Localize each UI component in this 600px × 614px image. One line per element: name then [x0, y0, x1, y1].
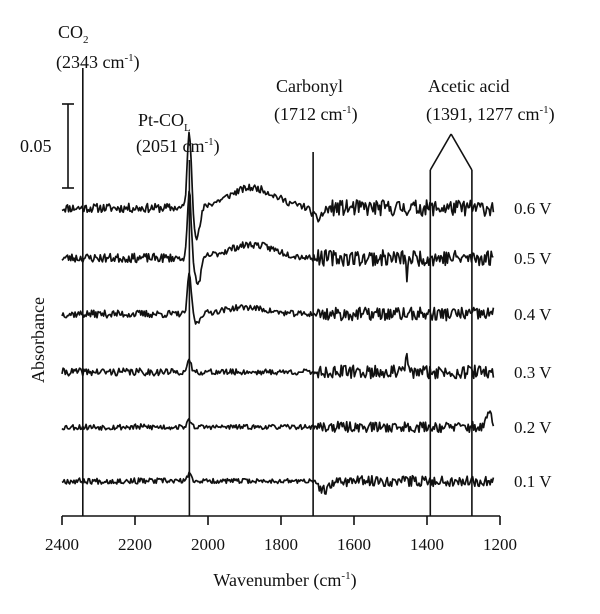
x-axis: 2400 2200 2000 1800 1600 1400 1200 [45, 515, 517, 554]
peak-annotations: CO2 (2343 cm-1) Pt-COL(2051 cm-1) Carbonyl (… [56, 22, 555, 157]
annotation-carbonyl-name: Carbonyl [276, 76, 343, 96]
annotation-co2-wavenumber: (2343 cm-1) [56, 52, 140, 73]
spectrum-trace [61, 471, 495, 495]
spectrum-trace [61, 352, 495, 380]
trace-label: 0.1 V [514, 472, 552, 491]
annotation-acetic-name: Acetic acid [428, 76, 509, 96]
trace-label: 0.4 V [514, 305, 552, 324]
trace-label: 0.5 V [514, 249, 552, 268]
spectrum-trace [61, 272, 495, 325]
spectrum-trace [61, 131, 495, 241]
annotation-acetic-wavenumber: (1391, 1277 cm-1) [426, 104, 555, 125]
x-tick-label: 2400 [45, 535, 79, 554]
x-tick-label: 2000 [191, 535, 225, 554]
x-axis-title: Wavenumber (cm-1) [213, 570, 356, 591]
x-tick-label: 1200 [483, 535, 517, 554]
spectra-traces: 0.6 V 0.5 V 0.4 V 0.3 V 0.2 V 0.1 V [61, 131, 552, 495]
x-tick-label: 1600 [337, 535, 371, 554]
trace-label: 0.3 V [514, 363, 552, 382]
x-axis-title-sup: -1 [341, 570, 350, 582]
annotation-ptco-name: Pt-COL [138, 110, 191, 134]
x-tick-label: 1800 [264, 535, 298, 554]
annotation-ptco-wavenumber: (2051 cm-1) [136, 136, 220, 157]
y-axis-title: Absorbance [28, 297, 48, 383]
trace-label: 0.6 V [514, 199, 552, 218]
spectrum-trace [61, 410, 495, 434]
bracket-left [429, 133, 452, 171]
x-tick-label: 1400 [410, 535, 444, 554]
x-axis-title-main: Wavenumber (cm [213, 570, 341, 591]
x-axis-title-tail: ) [351, 570, 357, 591]
bracket-right [450, 133, 473, 171]
trace-label: 0.2 V [514, 418, 552, 437]
x-tick-label: 2200 [118, 535, 152, 554]
spectrum-trace [61, 190, 494, 286]
annotation-carbonyl-wavenumber: (1712 cm-1) [274, 104, 358, 125]
scale-bar-label: 0.05 [20, 136, 52, 156]
marker-lines [82, 68, 473, 516]
annotation-co2-name: CO2 [58, 22, 89, 46]
scale-bar: 0.05 [20, 103, 74, 189]
